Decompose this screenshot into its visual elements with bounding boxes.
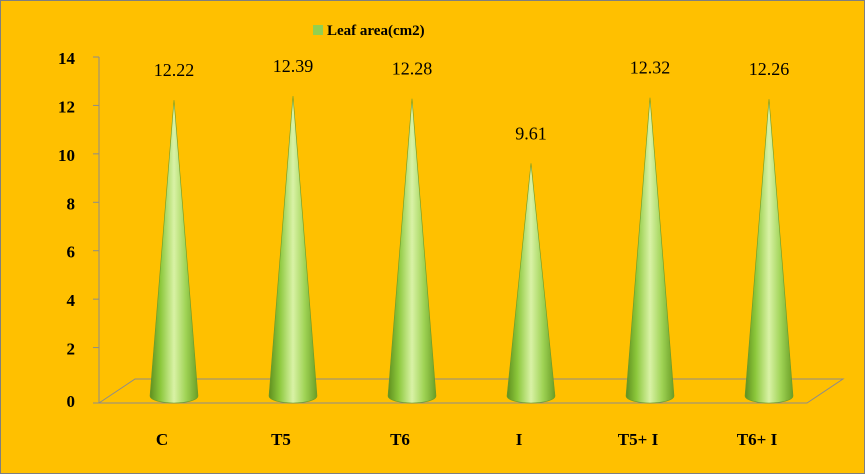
cone-bar xyxy=(625,97,675,404)
cone-body xyxy=(744,99,794,404)
cone-bar xyxy=(268,95,318,404)
cone-bar xyxy=(387,98,437,404)
category-label: C xyxy=(156,430,168,449)
legend: Leaf area(cm2) xyxy=(313,23,425,39)
data-label: 12.26 xyxy=(749,59,790,79)
cone-bars xyxy=(149,95,794,404)
cone-bar xyxy=(744,99,794,404)
legend-swatch xyxy=(313,25,323,35)
y-tick-label: 2 xyxy=(67,340,76,359)
category-label: T5+ I xyxy=(618,430,659,449)
data-labels: 12.22 12.39 12.28 9.61 12.32 12.26 xyxy=(154,56,790,143)
y-tick-label: 8 xyxy=(67,194,76,213)
data-label: 12.22 xyxy=(154,60,195,80)
y-tick-label: 0 xyxy=(67,392,76,411)
data-label: 9.61 xyxy=(515,123,547,143)
cone-body xyxy=(268,95,318,404)
y-tick-label: 10 xyxy=(58,146,75,165)
cone-body xyxy=(387,98,437,404)
category-label: T6 xyxy=(390,430,410,449)
data-label: 12.28 xyxy=(392,59,433,79)
category-label: I xyxy=(516,430,523,449)
cone-body xyxy=(506,163,556,404)
cone-bar xyxy=(149,100,199,404)
y-tick-label: 6 xyxy=(67,243,76,262)
category-label: T5 xyxy=(271,430,291,449)
y-tick-label: 4 xyxy=(67,291,76,310)
y-tick-label: 12 xyxy=(58,97,75,116)
y-axis-ticks: 0 2 4 6 8 10 12 14 xyxy=(58,49,99,411)
data-label: 12.32 xyxy=(630,58,671,78)
cone-body xyxy=(149,100,199,404)
cone-body xyxy=(625,97,675,404)
legend-label: Leaf area(cm2) xyxy=(327,23,425,39)
data-label: 12.39 xyxy=(273,56,314,76)
chart-floor xyxy=(97,378,845,404)
cone-bar xyxy=(506,163,556,404)
category-labels: C T5 T6 I T5+ I T6+ I xyxy=(156,430,778,449)
category-label: T6+ I xyxy=(737,430,778,449)
y-tick-label: 14 xyxy=(58,49,76,68)
